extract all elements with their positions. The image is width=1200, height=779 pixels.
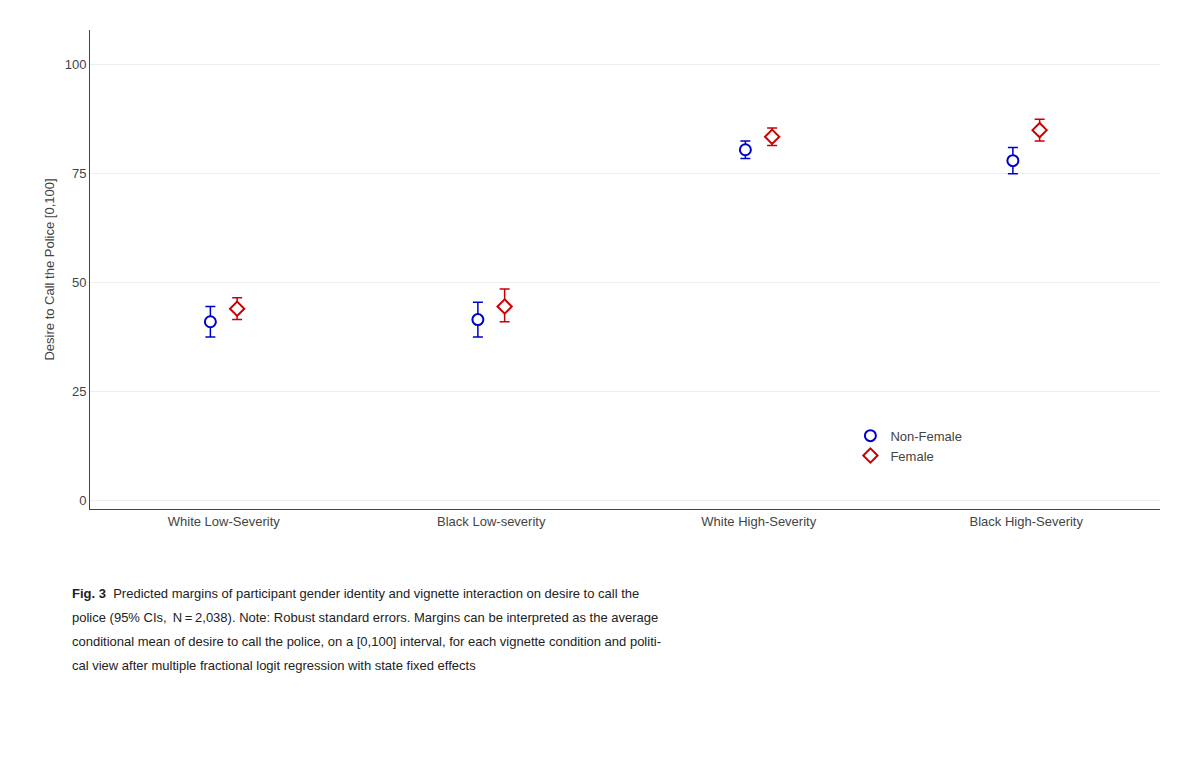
svg-text:White Low-Severity: White Low-Severity [168,514,280,529]
svg-text:conditional mean of desire to: conditional mean of desire to call the p… [72,634,661,649]
svg-text:police (95% CIs, N = 2,038).: police (95% CIs, N = 2,038). Note: Robus… [72,610,658,625]
svg-text:Female: Female [890,449,933,464]
svg-text:Black High-Severity: Black High-Severity [970,514,1084,529]
svg-text:White High-Severity: White High-Severity [701,514,816,529]
svg-text:Non-Female: Non-Female [890,429,962,444]
svg-text:25: 25 [72,384,86,399]
svg-text:50: 50 [72,275,86,290]
svg-text:0: 0 [79,493,86,508]
svg-text:cal view after multiple fracti: cal view after multiple fractional logit… [72,658,476,673]
svg-text:Black Low-severity: Black Low-severity [437,514,546,529]
svg-text:100: 100 [65,57,87,72]
svg-text:Fig. 3 Predicted margins of p: Fig. 3 Predicted margins of participant … [72,586,639,601]
svg-text:Desire to Call the Police [0,1: Desire to Call the Police [0,100] [42,178,57,360]
svg-text:75: 75 [72,166,86,181]
